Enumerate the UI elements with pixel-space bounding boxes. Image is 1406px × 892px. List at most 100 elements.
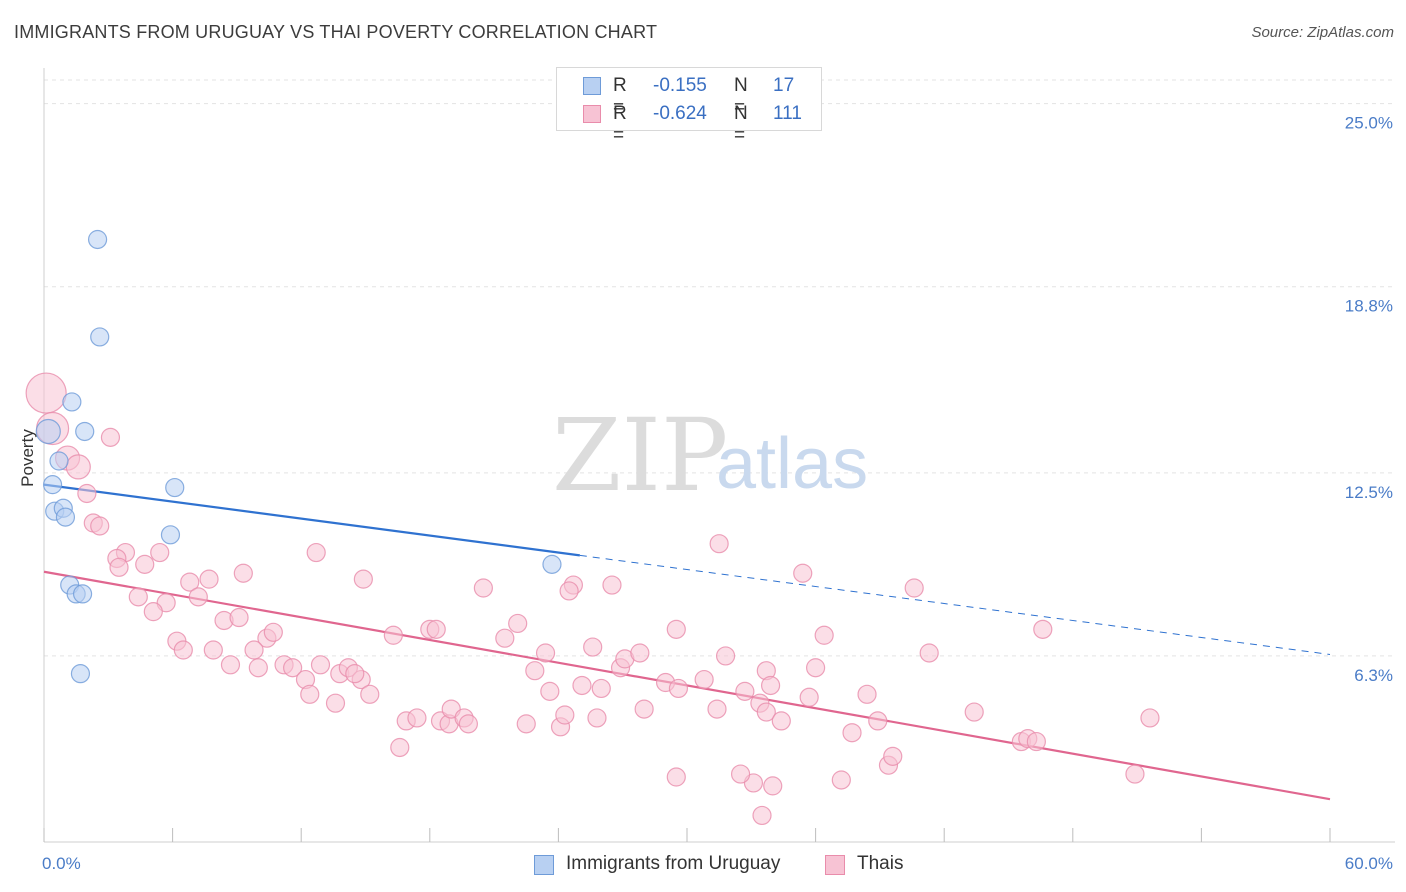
bottom-legend-swatch-thais [825,855,845,875]
thai-point [65,454,91,480]
thai-point [666,619,686,639]
thai-point [143,602,163,622]
thai-point [390,737,410,758]
thai-point [771,711,791,731]
uruguay-point [160,525,181,545]
thai-point [583,637,603,657]
thai-point [229,607,249,628]
thai-point [602,575,622,595]
legend-n-label: N = [734,75,748,118]
thai-point [735,681,755,701]
thai-point [1125,764,1145,784]
thai-point [180,572,200,592]
thai-point [473,578,493,598]
thai-point [188,587,208,607]
thai-point [109,557,129,577]
source-credit: Source: ZipAtlas.com [1251,24,1394,41]
thai-point [756,702,776,722]
thai-point [516,714,536,734]
thai-point [173,640,193,660]
uruguay-point [55,507,76,527]
y-tick-label: 12.5% [1345,483,1393,502]
thai-point [310,655,331,675]
watermark: ZIP atlas [552,397,868,514]
uruguay-point [49,451,69,471]
legend-swatch-uruguay [583,77,601,95]
uruguay-point [70,664,91,684]
uruguay-point [35,418,61,445]
thai-point [694,669,714,690]
thai-point [407,708,427,728]
x-tick-label: 60.0% [1345,854,1393,873]
tick-labels: 6.3% 12.5% 18.8% 25.0% 0.0% 60.0% [42,114,1393,873]
thai-point [1140,708,1160,728]
thai-point [300,684,320,704]
thai-point [540,681,560,701]
thai-point [591,678,611,699]
x-tick-label: 0.0% [42,854,81,873]
legend-r-label: R = [613,103,627,146]
bottom-legend-swatch-uruguay [534,855,554,875]
thai-point [25,372,67,414]
thai-point [805,658,826,678]
thai-point [233,563,253,583]
watermark-zip: ZIP [552,397,728,514]
thai-point [559,581,579,601]
thai-point [508,613,528,634]
thai-point [383,625,403,645]
thai-point [426,619,446,639]
thai-point [458,714,478,734]
thai-point [730,764,751,784]
bottom-legend-label: Thais [857,853,904,874]
uruguay-point [542,554,562,574]
thai-point [360,684,380,704]
thai-point [572,675,592,696]
thai-point [964,702,984,722]
thai-point [919,643,939,663]
axes [43,68,1395,843]
data-points [25,229,1160,826]
thai-point [715,646,736,666]
thai-point [248,658,268,678]
thai-point [306,542,326,563]
thai-point [150,542,170,563]
uruguay-trend-extension [579,554,1331,655]
uruguay-point [87,229,108,250]
y-axis-label: Poverty [18,429,37,487]
thai-point [760,675,781,696]
thai-point [793,563,813,583]
thai-point [587,708,607,728]
thai-point [199,569,219,589]
thai-point [1026,731,1046,752]
uruguay-trend-line [43,483,580,557]
trend-lines [43,483,1331,801]
thai-point [325,693,346,713]
thai-point [707,699,727,719]
thai-point [525,661,545,681]
thai-point [883,746,903,766]
thai-point [283,658,303,678]
thai-point [709,534,729,554]
legend-n-value: 17 [773,75,795,96]
thai-point [814,625,834,645]
thai-point [203,640,223,660]
thai-point [634,699,654,719]
thai-point [799,687,819,707]
y-tick-label: 18.8% [1345,297,1393,316]
uruguay-point [72,584,93,604]
uruguay-point [42,475,63,495]
legend-swatch-thais [583,105,601,123]
thai-point [128,587,148,607]
legend-r-value: -0.155 [653,75,707,96]
thai-point [752,805,772,826]
thai-point [135,554,155,574]
y-tick-label: 25.0% [1345,114,1393,133]
legend-r-value: -0.624 [653,103,707,124]
uruguay-point [75,421,95,442]
thai-point [555,705,575,725]
thai-point [90,516,110,536]
thai-point [904,578,924,598]
thai-point [220,655,241,675]
thai-point [263,622,283,642]
